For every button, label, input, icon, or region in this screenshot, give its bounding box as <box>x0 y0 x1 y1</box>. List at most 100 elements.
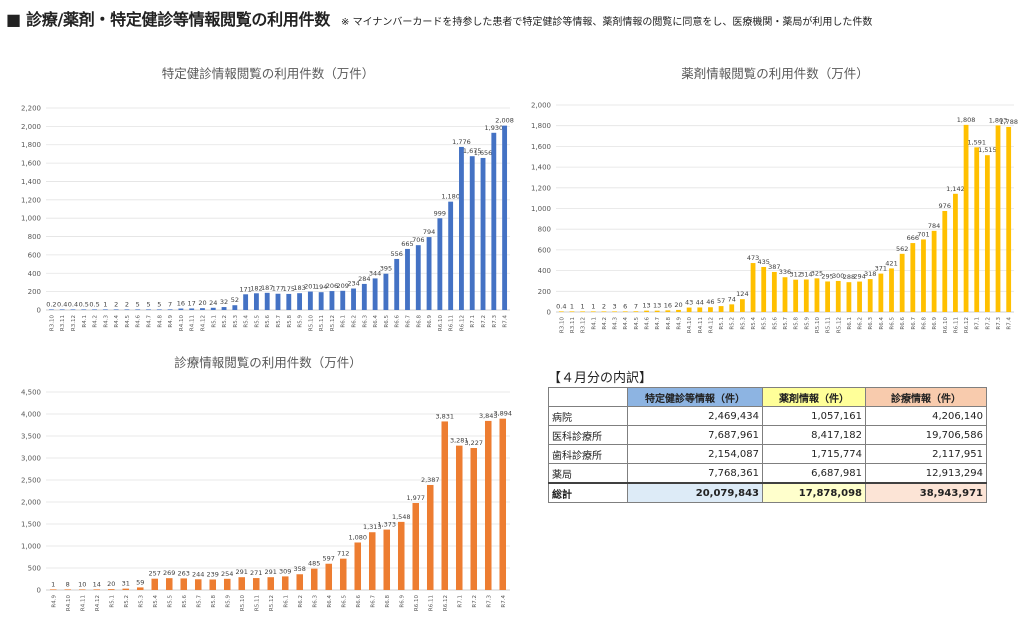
data-label: 294 <box>853 273 865 281</box>
x-tick-label: R7.1 <box>975 317 981 330</box>
x-tick-label: R5.8 <box>211 595 217 608</box>
data-label: 999 <box>434 209 446 217</box>
x-tick-label: R6.7 <box>911 317 917 330</box>
x-tick-label: R4.10 <box>687 317 693 334</box>
x-tick-label: R6.8 <box>921 317 927 330</box>
x-tick-label: R6.7 <box>405 315 411 328</box>
bar <box>194 579 202 590</box>
table-cell: 12,913,294 <box>865 463 987 484</box>
x-tick-label: R4.2 <box>93 315 99 328</box>
data-label: 187 <box>261 284 273 292</box>
bar <box>761 266 767 312</box>
data-label: 3,843 <box>479 412 498 420</box>
data-label: 1,656 <box>474 149 493 157</box>
data-label: 59 <box>136 578 144 586</box>
x-tick-label: R3.11 <box>570 317 576 333</box>
bar <box>889 268 894 312</box>
bar <box>612 311 617 312</box>
data-label: 7 <box>168 300 172 308</box>
x-tick-label: R4.6 <box>645 317 651 330</box>
bar <box>368 532 376 590</box>
bar <box>644 310 649 312</box>
x-tick-label: R5.5 <box>254 315 260 328</box>
data-label: 1,591 <box>967 138 986 146</box>
x-tick-label: R6.9 <box>399 595 405 608</box>
x-tick-label: R5.2 <box>222 315 228 328</box>
bar <box>665 310 671 312</box>
data-label: 14 <box>93 580 101 588</box>
data-label: 336 <box>779 268 791 276</box>
x-tick-label: R4.4 <box>623 317 629 330</box>
x-tick-label: R5.8 <box>287 315 293 328</box>
data-label: 312 <box>789 271 801 279</box>
bar <box>307 291 313 310</box>
x-tick-label: R3.10 <box>49 315 55 332</box>
bar <box>178 308 184 310</box>
column-header: 特定健診等情報（件） <box>627 387 763 407</box>
x-tick-label: R7.3 <box>996 317 1002 330</box>
bar <box>209 579 217 590</box>
x-tick-label: R6.5 <box>384 315 390 328</box>
bar <box>329 291 335 310</box>
bar <box>383 529 391 590</box>
bar <box>590 311 596 312</box>
data-label: 16 <box>664 301 672 309</box>
data-label: 234 <box>347 280 359 288</box>
x-tick-label: R5.11 <box>319 315 325 331</box>
data-label: 291 <box>265 568 277 576</box>
table-cell: 2,469,434 <box>627 406 763 426</box>
data-label: 1,180 <box>441 193 460 201</box>
data-label: 3,831 <box>435 412 454 420</box>
y-tick-label: 1,600 <box>531 143 551 151</box>
x-tick-label: R4.7 <box>655 317 661 330</box>
bar <box>405 248 410 310</box>
x-tick-label: R5.12 <box>269 595 275 611</box>
bar <box>793 279 799 312</box>
data-label: 794 <box>423 228 435 236</box>
data-label: 597 <box>323 555 335 563</box>
data-label: 1 <box>581 302 585 310</box>
x-tick-label: R5.2 <box>730 317 736 330</box>
data-label: 244 <box>192 570 204 578</box>
y-tick-label: 1,200 <box>21 196 41 204</box>
data-label: 74 <box>728 295 736 303</box>
bar <box>310 568 318 590</box>
x-tick-label: R4.9 <box>168 315 174 328</box>
bar <box>441 421 449 590</box>
y-tick-label: 1,000 <box>21 215 41 223</box>
bar <box>502 125 508 310</box>
table-total-row: 総計 20,079,843 17,878,098 38,943,971 <box>548 482 987 503</box>
total-cell: 38,943,971 <box>865 482 987 503</box>
bar <box>857 281 862 312</box>
bar <box>480 157 486 310</box>
x-tick-label: R4.9 <box>676 317 682 330</box>
data-label: 318 <box>864 270 876 278</box>
bar <box>455 445 463 590</box>
x-tick-label: R5.1 <box>211 315 217 328</box>
bar <box>48 309 54 310</box>
table-cell: 19,706,586 <box>865 425 987 445</box>
data-label: 706 <box>412 236 424 244</box>
bar <box>64 589 72 590</box>
data-label: 0.5 <box>89 300 99 308</box>
bar <box>697 307 703 312</box>
data-label: 32 <box>220 298 228 306</box>
x-tick-label: R7.3 <box>492 315 498 328</box>
x-tick-label: R7.2 <box>481 315 487 328</box>
x-tick-label: R6.8 <box>416 315 422 328</box>
x-tick-label: R5.4 <box>153 595 159 608</box>
data-label: 3,227 <box>464 439 483 447</box>
bar <box>491 132 497 310</box>
y-tick-label: 1,200 <box>531 184 551 192</box>
x-tick-label: R6.9 <box>427 315 433 328</box>
bar <box>135 309 141 310</box>
data-label: 2 <box>602 302 606 310</box>
bar <box>70 309 76 310</box>
data-label: 3,894 <box>493 410 512 418</box>
bar <box>102 309 108 310</box>
x-tick-label: R4.11 <box>80 595 86 611</box>
data-label: 124 <box>736 290 748 298</box>
bar <box>963 124 969 312</box>
bar <box>221 307 227 310</box>
x-tick-label: R6.8 <box>385 595 391 608</box>
